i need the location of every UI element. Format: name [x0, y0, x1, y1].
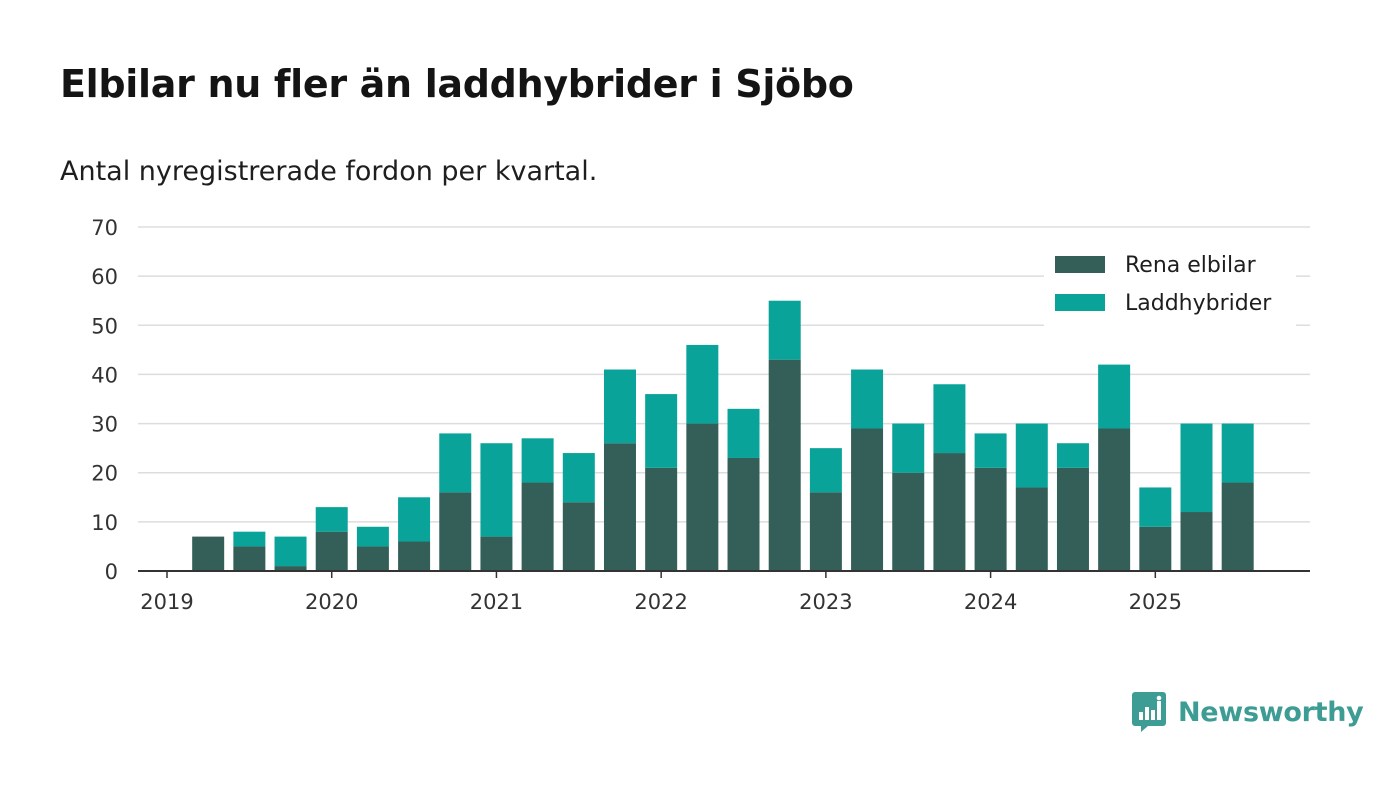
bar-laddhybrider-2024-Q2	[1015, 423, 1048, 488]
chart-title: Elbilar nu fler än laddhybrider i Sjöbo	[60, 62, 854, 106]
bar-laddhybrider-2019-Q3	[233, 531, 266, 547]
legend-label-laddhybrider: Laddhybrider	[1125, 291, 1272, 316]
bars	[192, 300, 1254, 571]
bar-elbilar-2024-Q4	[1098, 428, 1131, 571]
bar-laddhybrider-2023-Q2	[851, 369, 884, 429]
bar-elbilar-2019-Q4	[274, 566, 307, 571]
y-tick-label: 60	[91, 265, 118, 289]
y-tick-label: 50	[91, 314, 118, 338]
bar-laddhybrider-2024-Q4	[1098, 364, 1131, 429]
bar-laddhybrider-2021-Q2	[521, 438, 554, 483]
bar-laddhybrider-2021-Q3	[562, 453, 595, 503]
bar-elbilar-2024-Q3	[1056, 467, 1089, 571]
bar-laddhybrider-2025-Q2	[1180, 423, 1213, 513]
bar-laddhybrider-2020-Q2	[356, 526, 389, 547]
bar-laddhybrider-2019-Q4	[274, 536, 307, 567]
x-tick-label: 2024	[964, 590, 1017, 614]
chart-subtitle: Antal nyregistrerade fordon per kvartal.	[60, 156, 598, 187]
bar-elbilar-2020-Q2	[356, 546, 389, 571]
bar-elbilar-2025-Q2	[1180, 512, 1213, 571]
y-tick-label: 40	[91, 363, 118, 387]
bar-elbilar-2024-Q2	[1015, 487, 1048, 571]
bar-elbilar-2025-Q3	[1221, 482, 1254, 571]
bar-laddhybrider-2022-Q4	[768, 300, 801, 360]
y-axis: 0 10 20 30 40 50 60 70	[91, 216, 118, 584]
newsworthy-chart-icon	[1132, 692, 1166, 732]
legend-label-elbilar: Rena elbilar	[1125, 253, 1257, 278]
y-tick-label: 30	[91, 413, 118, 437]
y-tick-label: 20	[91, 462, 118, 486]
bar-elbilar-2023-Q4	[933, 453, 966, 571]
bar-laddhybrider-2021-Q4	[603, 369, 636, 444]
bar-elbilar-2025-Q1	[1139, 526, 1172, 571]
x-tick-label: 2021	[470, 590, 523, 614]
x-tick-label: 2019	[140, 590, 193, 614]
bar-laddhybrider-2020-Q4	[439, 433, 472, 493]
bar-elbilar-2023-Q3	[892, 472, 925, 571]
legend: Rena elbilar Laddhybrider	[1044, 244, 1296, 326]
bar-laddhybrider-2023-Q3	[892, 423, 925, 473]
y-tick-label: 10	[91, 511, 118, 535]
bar-elbilar-2021-Q2	[521, 482, 554, 571]
bar-elbilar-2020-Q1	[315, 531, 348, 571]
bar-laddhybrider-2025-Q3	[1221, 423, 1254, 483]
x-tick-label: 2025	[1129, 590, 1182, 614]
x-tick-label: 2023	[799, 590, 852, 614]
x-tick-label: 2022	[634, 590, 687, 614]
bar-laddhybrider-2022-Q3	[727, 408, 760, 458]
bar-laddhybrider-2025-Q1	[1139, 487, 1172, 527]
newsworthy-logo: Newsworthy	[1132, 692, 1364, 732]
bar-elbilar-2019-Q3	[233, 546, 266, 571]
bar-elbilar-2021-Q3	[562, 502, 595, 571]
bar-laddhybrider-2022-Q1	[645, 394, 678, 468]
bar-elbilar-2021-Q4	[603, 443, 636, 571]
bar-laddhybrider-2020-Q3	[398, 497, 431, 542]
stacked-bar-chart: 0 10 20 30 40 50 60 70 2019 2020 2021 2022 2023 2024…	[91, 216, 1310, 614]
bar-elbilar-2022-Q3	[727, 457, 760, 571]
y-tick-label: 0	[105, 560, 118, 584]
bar-elbilar-2022-Q4	[768, 359, 801, 571]
legend-swatch-laddhybrider	[1055, 294, 1105, 311]
bar-elbilar-2023-Q1	[809, 492, 842, 571]
bar-elbilar-2022-Q2	[686, 423, 719, 571]
bar-elbilar-2024-Q1	[974, 467, 1007, 571]
bar-laddhybrider-2024-Q1	[974, 433, 1007, 468]
bar-laddhybrider-2022-Q2	[686, 344, 719, 424]
bar-laddhybrider-2021-Q1	[480, 443, 513, 537]
y-tick-label: 70	[91, 216, 118, 240]
bar-laddhybrider-2024-Q3	[1056, 443, 1089, 468]
bar-elbilar-2019-Q2	[192, 536, 225, 571]
bar-laddhybrider-2020-Q1	[315, 507, 348, 532]
bar-elbilar-2020-Q3	[398, 541, 431, 571]
brand-name: Newsworthy	[1178, 696, 1364, 728]
bar-elbilar-2021-Q1	[480, 536, 513, 571]
bar-elbilar-2022-Q1	[645, 467, 678, 571]
bar-elbilar-2020-Q4	[439, 492, 472, 571]
x-tick-label: 2020	[305, 590, 358, 614]
legend-swatch-elbilar	[1055, 256, 1105, 273]
bar-elbilar-2023-Q2	[851, 428, 884, 571]
bar-laddhybrider-2023-Q4	[933, 384, 966, 454]
bar-laddhybrider-2023-Q1	[809, 448, 842, 493]
x-axis: 2019 2020 2021 2022 2023 2024 2025	[138, 570, 1310, 614]
